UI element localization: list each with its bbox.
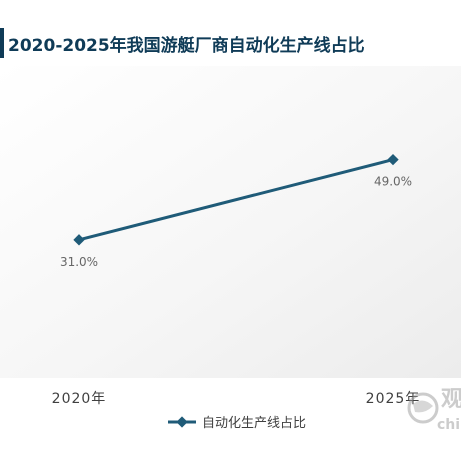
legend: 自动化生产线占比 bbox=[168, 416, 306, 431]
watermark-swirl-inner bbox=[413, 400, 433, 413]
plot-area bbox=[0, 66, 461, 378]
data-label: 31.0% bbox=[60, 255, 98, 269]
chart-title: 2020-2025年我国游艇厂商自动化生产线占比 bbox=[8, 35, 365, 56]
legend-label: 自动化生产线占比 bbox=[202, 416, 306, 431]
watermark-subtext: chin bbox=[437, 417, 461, 433]
data-point bbox=[387, 153, 399, 166]
watermark-logo: 观 chin bbox=[407, 387, 461, 433]
watermark-text: 观 bbox=[441, 387, 461, 412]
data-label: 49.0% bbox=[374, 175, 412, 189]
x-tick-label: 2020年 bbox=[52, 391, 107, 407]
x-tick-label: 2025年 bbox=[366, 391, 421, 407]
x-axis-ticks: 2020年 2025年 bbox=[52, 391, 421, 407]
title-accent-bar bbox=[0, 28, 4, 58]
chart-marks: 31.0% 49.0% bbox=[60, 153, 412, 269]
series-line bbox=[78, 158, 394, 242]
legend-diamond-marker bbox=[176, 416, 188, 428]
watermark-swirl-icon bbox=[407, 392, 439, 424]
